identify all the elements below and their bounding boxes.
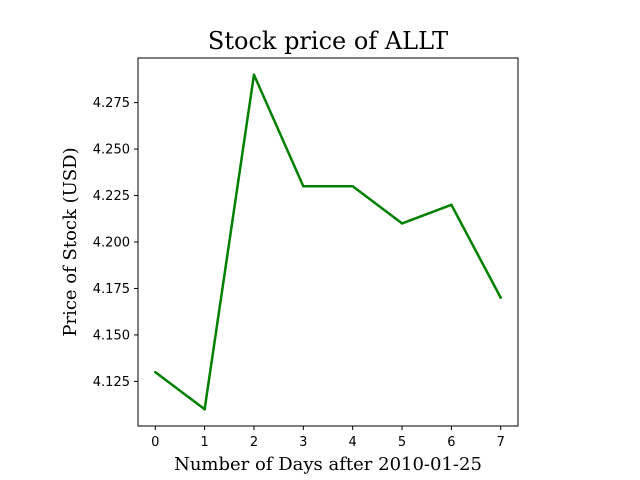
y-tick-label: 4.250 xyxy=(93,143,130,158)
x-tick-label: 0 xyxy=(151,435,159,450)
y-tick-label: 4.125 xyxy=(93,375,130,390)
chart-title: Stock price of ALLT xyxy=(208,27,448,55)
y-tick-label: 4.275 xyxy=(93,96,130,111)
x-axis: 0 1 2 3 4 5 6 7 xyxy=(151,426,505,450)
series-layer xyxy=(154,73,502,411)
x-tick-label: 2 xyxy=(250,435,258,450)
x-axis-label: Number of Days after 2010-01-25 xyxy=(174,454,482,475)
data-point xyxy=(203,408,206,411)
y-tick-label: 4.200 xyxy=(93,236,130,251)
data-point xyxy=(450,203,453,207)
x-tick-label: 1 xyxy=(200,435,208,450)
data-point xyxy=(351,184,354,188)
data-point xyxy=(252,73,256,76)
y-axis-label: Price of Stock (USD) xyxy=(60,147,81,336)
x-tick-label: 5 xyxy=(398,435,406,450)
y-tick-label: 4.225 xyxy=(93,189,130,204)
x-tick-label: 4 xyxy=(349,435,357,450)
y-tick-label: 4.150 xyxy=(93,328,130,343)
x-tick-label: 6 xyxy=(447,435,455,450)
plot-area xyxy=(137,57,519,427)
data-point xyxy=(302,184,305,188)
data-point xyxy=(400,222,404,225)
data-point xyxy=(154,370,157,374)
x-tick-label: 3 xyxy=(299,435,307,450)
y-axis: 4.125 4.150 4.175 4.200 4.225 4.250 4.275 xyxy=(93,96,138,390)
y-tick-label: 4.175 xyxy=(93,282,130,297)
series-line xyxy=(154,73,502,411)
data-point xyxy=(499,296,502,300)
x-tick-label: 7 xyxy=(497,435,505,450)
